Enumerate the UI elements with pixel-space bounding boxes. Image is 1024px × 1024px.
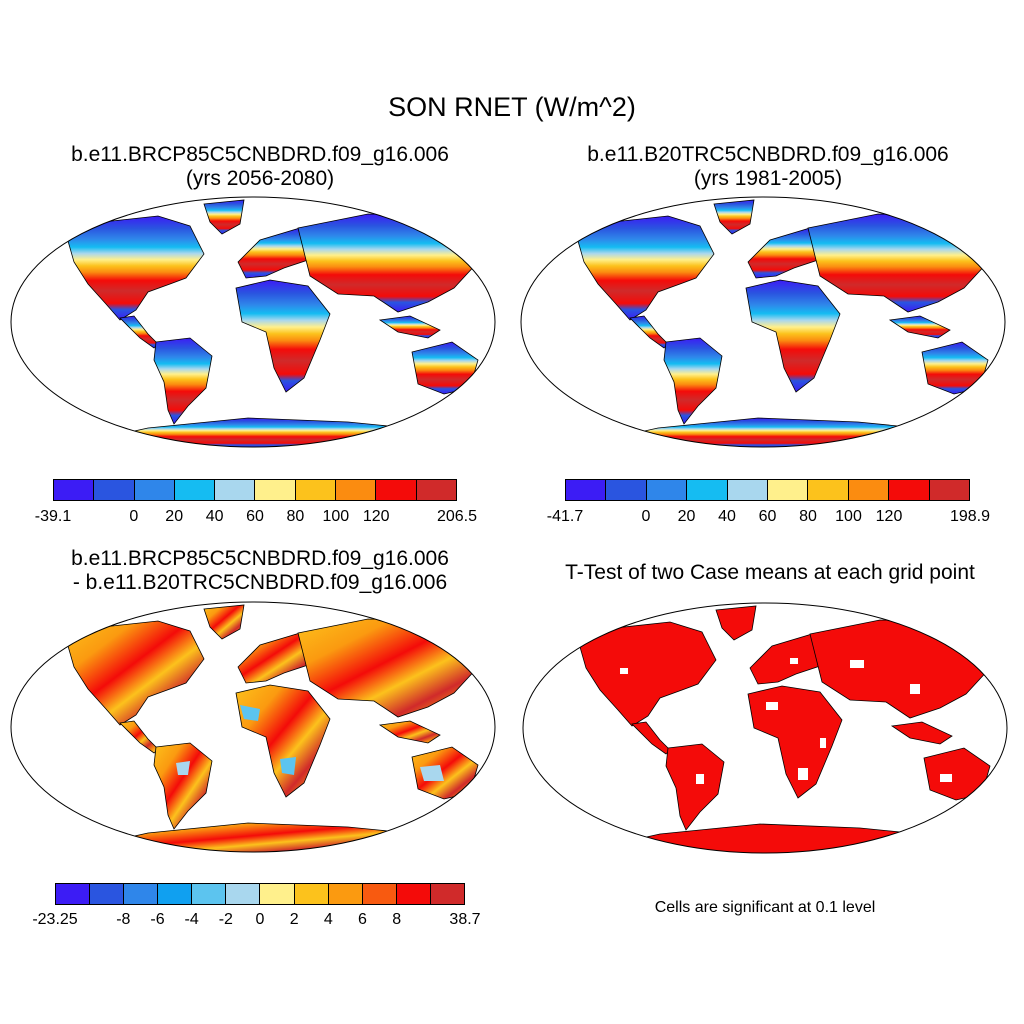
colorbar-swatch <box>56 884 91 904</box>
colorbar-swatch <box>260 884 295 904</box>
colorbar-tick-label: 40 <box>205 508 224 525</box>
colorbar-difference <box>55 883 465 905</box>
colorbar-swatch <box>808 480 849 500</box>
colorbar-tick-label: 8 <box>392 911 402 928</box>
colorbar-swatch <box>226 884 261 904</box>
colorbar-tick-label: -2 <box>218 911 233 928</box>
colorbar-swatch <box>94 480 135 500</box>
colorbar-tick-label: 0 <box>129 508 139 525</box>
figure-title: SON RNET (W/m^2) <box>388 92 636 122</box>
panel-title-line1: b.e11.B20TRC5CNBDRD.f09_g16.006 <box>587 143 949 166</box>
colorbar-swatch <box>430 884 464 904</box>
panel-title-ttest: T-Test of two Case means at each grid po… <box>565 561 975 584</box>
panel-title-line1: b.e11.BRCP85C5CNBDRD.f09_g16.006 <box>71 143 449 166</box>
colorbar-tick-label: 60 <box>246 508 264 525</box>
colorbar-swatch <box>295 480 337 500</box>
colorbar-tick-label: -41.7 <box>546 508 584 525</box>
colorbar-tick-label: 120 <box>362 508 390 525</box>
panel-title-line1: b.e11.BRCP85C5CNBDRD.f09_g16.006 <box>71 547 449 570</box>
colorbar-tick-label: 60 <box>758 508 777 525</box>
colorbar-tick-label: 0 <box>255 911 265 928</box>
colorbar-tick-label: 2 <box>289 911 299 928</box>
colorbar-swatch <box>889 480 930 500</box>
colorbar-tick-label: 80 <box>799 508 817 525</box>
map-future-rnet <box>10 196 496 448</box>
map-difference-rnet <box>10 601 496 853</box>
colorbar-swatch <box>174 480 216 500</box>
panel-title-historical: b.e11.B20TRC5CNBDRD.f09_g16.006 (yrs 198… <box>538 143 998 191</box>
colorbar-tick-label: -39.1 <box>34 508 72 525</box>
colorbar-tick-label: 20 <box>165 508 184 525</box>
colorbar-swatch <box>158 884 193 904</box>
colorbar-tick-label: 40 <box>718 508 736 525</box>
significance-note: Cells are significant at 0.1 level <box>654 899 876 916</box>
colorbar-historical <box>565 479 970 501</box>
panel-title-line2: - b.e11.B20TRC5CNBDRD.f09_g16.006 <box>72 571 448 594</box>
colorbar-future <box>53 479 457 501</box>
colorbar-tick-label: 20 <box>677 508 696 525</box>
colorbar-swatch <box>727 480 769 500</box>
colorbar-tick-label: 4 <box>323 911 333 928</box>
colorbar-swatch <box>929 480 970 500</box>
colorbar-swatch <box>606 480 647 500</box>
colorbar-tick-label: -6 <box>150 911 165 928</box>
map-ttest-significance <box>522 602 1008 854</box>
colorbar-swatch <box>54 480 95 500</box>
colorbar-swatch <box>362 884 397 904</box>
colorbar-swatch <box>376 480 417 500</box>
colorbar-swatch <box>396 884 431 904</box>
colorbar-swatch <box>134 480 175 500</box>
map-historical-rnet <box>520 196 1006 448</box>
colorbar-swatch <box>687 480 728 500</box>
colorbar-swatch <box>124 884 159 904</box>
colorbar-tick-label: -8 <box>116 911 131 928</box>
colorbar-tick-label: 198.9 <box>949 508 991 525</box>
colorbar-tick-label: -4 <box>184 911 199 928</box>
colorbar-swatch <box>255 480 296 500</box>
colorbar-swatch <box>416 480 456 500</box>
panel-title-line2: (yrs 2056-2080) <box>185 167 335 190</box>
panel-title-difference: b.e11.BRCP85C5CNBDRD.f09_g16.006 - b.e11… <box>30 547 490 595</box>
colorbar-swatch <box>336 480 377 500</box>
colorbar-swatch <box>294 884 329 904</box>
colorbar-swatch <box>192 884 227 904</box>
colorbar-tick-label: 38.7 <box>449 911 481 928</box>
colorbar-tick-label: -23.25 <box>32 911 78 928</box>
colorbar-tick-label: 100 <box>322 508 350 525</box>
colorbar-tick-label: 120 <box>875 508 903 525</box>
colorbar-tick-label: 100 <box>835 508 862 525</box>
colorbar-swatch <box>848 480 890 500</box>
colorbar-swatch <box>566 480 607 500</box>
colorbar-tick-label: 206.5 <box>436 508 478 525</box>
colorbar-tick-label: 80 <box>286 508 305 525</box>
colorbar-tick-label: 0 <box>641 508 651 525</box>
colorbar-swatch <box>646 480 688 500</box>
colorbar-tick-label: 6 <box>358 911 367 928</box>
panel-title-future: b.e11.BRCP85C5CNBDRD.f09_g16.006 (yrs 20… <box>40 143 480 191</box>
panel-title-line2: (yrs 1981-2005) <box>693 167 843 190</box>
colorbar-swatch <box>328 884 363 904</box>
colorbar-swatch <box>90 884 125 904</box>
colorbar-swatch <box>215 480 256 500</box>
colorbar-swatch <box>768 480 809 500</box>
